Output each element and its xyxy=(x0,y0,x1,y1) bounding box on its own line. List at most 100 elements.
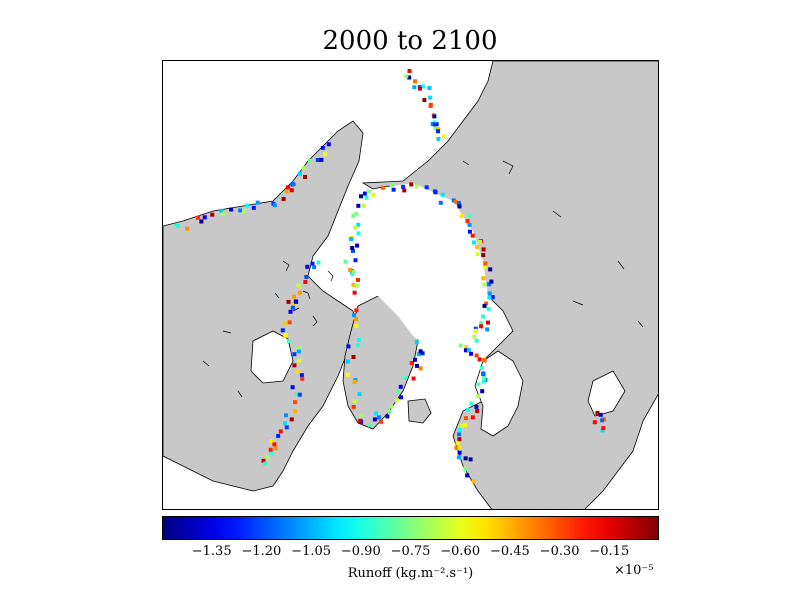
runoff-cell xyxy=(421,84,425,89)
runoff-cell xyxy=(436,129,440,134)
runoff-cell xyxy=(464,416,468,421)
runoff-cell xyxy=(475,252,480,257)
runoff-cell xyxy=(297,358,301,363)
runoff-cell xyxy=(351,248,355,253)
runoff-cell xyxy=(263,461,268,466)
runoff-cell xyxy=(295,392,299,397)
runoff-cell xyxy=(356,203,361,208)
runoff-cell xyxy=(345,372,350,377)
runoff-cell xyxy=(399,395,403,400)
runoff-cell xyxy=(357,392,362,397)
runoff-cell xyxy=(441,134,446,139)
runoff-cell xyxy=(366,189,371,194)
runoff-cell xyxy=(354,317,358,322)
runoff-cell xyxy=(176,224,180,228)
runoff-cell xyxy=(286,185,290,190)
runoff-cell xyxy=(484,301,489,306)
runoff-cell xyxy=(264,455,269,460)
runoff-cell xyxy=(320,145,325,150)
novaya-zemlya-landmass xyxy=(587,370,626,417)
runoff-cell xyxy=(284,425,289,430)
runoff-cell xyxy=(299,373,304,378)
runoff-cell xyxy=(284,189,289,194)
runoff-cell xyxy=(292,352,297,357)
runoff-cell xyxy=(487,282,492,287)
runoff-cell xyxy=(459,424,464,428)
runoff-cell xyxy=(482,282,487,287)
runoff-cell xyxy=(466,348,471,353)
runoff-cell xyxy=(465,473,470,478)
runoff-cell xyxy=(350,246,355,250)
colorbar-tick-label: −1.35 xyxy=(191,544,232,559)
runoff-cell xyxy=(415,363,419,368)
runoff-cell xyxy=(436,127,441,131)
runoff-cell xyxy=(210,212,215,217)
runoff-cell xyxy=(316,260,321,265)
runoff-cell xyxy=(364,195,369,200)
runoff-cell xyxy=(481,276,486,281)
runoff-cell xyxy=(481,371,486,376)
scandinavia-landmass xyxy=(474,350,524,437)
runoff-cell xyxy=(476,394,481,399)
runoff-cell xyxy=(346,344,351,349)
runoff-cell xyxy=(457,437,462,442)
runoff-cell xyxy=(474,338,479,343)
runoff-cell xyxy=(486,306,491,311)
runoff-cell xyxy=(407,69,412,73)
runoff-cell xyxy=(433,190,438,195)
runoff-cell xyxy=(312,265,317,270)
runoff-cell xyxy=(301,165,306,170)
runoff-cell xyxy=(418,86,422,91)
runoff-cell xyxy=(356,278,360,282)
colorbar xyxy=(162,516,659,540)
runoff-cell xyxy=(481,379,486,384)
runoff-cell xyxy=(485,327,490,332)
runoff-cell xyxy=(481,314,485,319)
svalbard-landmass xyxy=(407,398,432,424)
runoff-cell xyxy=(471,479,476,484)
runoff-cell xyxy=(467,229,472,234)
runoff-cell xyxy=(457,201,461,206)
runoff-cell xyxy=(488,267,493,272)
runoff-cell xyxy=(459,214,464,219)
runoff-cell xyxy=(387,409,392,414)
runoff-cell xyxy=(411,376,416,381)
runoff-cell xyxy=(351,404,356,409)
runoff-cell xyxy=(389,404,394,409)
runoff-cell xyxy=(354,323,359,328)
runoff-cell xyxy=(463,348,468,353)
runoff-cell xyxy=(463,467,468,472)
colorbar-tick-label: −0.60 xyxy=(440,544,481,559)
runoff-cell xyxy=(297,171,302,176)
runoff-cell xyxy=(470,233,475,238)
runoff-cell xyxy=(454,200,458,204)
runoff-cell xyxy=(486,320,490,325)
runoff-cell xyxy=(476,382,481,387)
colorbar-tick-label: −1.05 xyxy=(291,544,332,559)
runoff-cell xyxy=(477,357,482,362)
runoff-cell xyxy=(475,244,480,249)
runoff-cell xyxy=(374,411,379,416)
runoff-cell xyxy=(389,182,394,187)
runoff-cell xyxy=(430,122,435,127)
eurasia-landmass xyxy=(361,61,658,509)
colorbar-tick-label: −0.30 xyxy=(539,544,580,559)
runoff-cell xyxy=(269,451,274,456)
runoff-cell xyxy=(296,349,301,354)
runoff-cell xyxy=(432,114,437,119)
runoff-cell xyxy=(428,104,433,108)
runoff-cell xyxy=(319,157,324,162)
runoff-cell xyxy=(475,409,480,413)
runoff-cell xyxy=(272,442,277,447)
runoff-cell xyxy=(292,294,296,299)
runoff-cell xyxy=(413,79,418,84)
runoff-cell xyxy=(368,423,372,428)
runoff-cell xyxy=(601,426,606,431)
runoff-cell xyxy=(310,261,315,266)
runoff-cell xyxy=(284,413,288,418)
map-title: 2000 to 2100 xyxy=(322,26,498,56)
runoff-cell xyxy=(303,280,308,284)
runoff-cell xyxy=(356,343,361,348)
runoff-cell xyxy=(380,185,385,190)
runoff-cell xyxy=(472,334,477,339)
